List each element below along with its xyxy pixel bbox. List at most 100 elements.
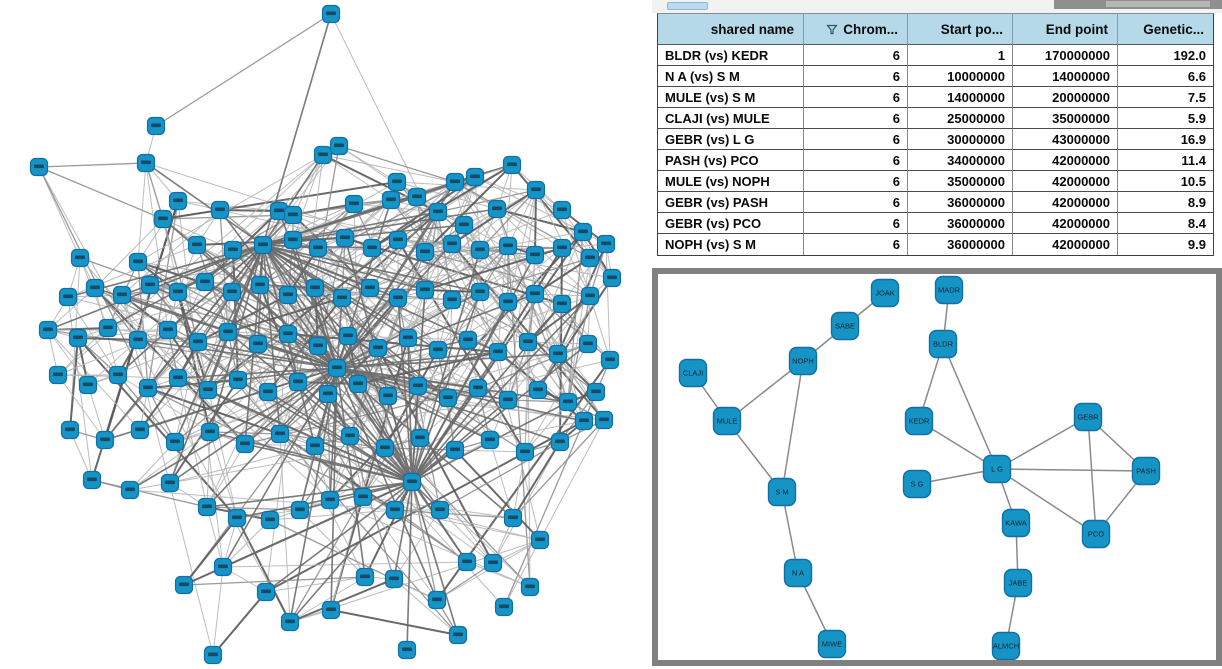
- node-label-smudge: [151, 123, 161, 128]
- table-row[interactable]: MULE (vs) S M 6 14000000 20000000 7.5: [658, 87, 1213, 108]
- network-edge: [117, 244, 264, 376]
- network-edge: [67, 296, 119, 376]
- node-label-smudge: [141, 160, 151, 165]
- node-label-smudge: [392, 179, 402, 184]
- node-label-smudge: [492, 206, 502, 211]
- network-edge: [477, 343, 589, 389]
- network-edge: [407, 337, 413, 483]
- table-row[interactable]: N A (vs) S M 6 10000000 14000000 6.6: [658, 66, 1213, 87]
- network-edge: [207, 367, 338, 391]
- node-sabe[interactable]: SABE: [830, 311, 860, 341]
- table-row[interactable]: NOPH (vs) S M 6 36000000 42000000 9.9: [658, 234, 1213, 255]
- table-row[interactable]: GEBR (vs) PASH 6 36000000 42000000 8.9: [658, 192, 1213, 213]
- table-row[interactable]: PASH (vs) PCO 6 34000000 42000000 11.4: [658, 150, 1213, 171]
- table-row[interactable]: BLDR (vs) KEDR 6 1 170000000 192.0: [658, 45, 1213, 66]
- node-shape: [712, 406, 742, 436]
- table-row[interactable]: GEBR (vs) PCO 6 36000000 42000000 8.4: [658, 213, 1213, 234]
- table-row[interactable]: GEBR (vs) L G 6 30000000 43000000 16.9: [658, 129, 1213, 150]
- table-row[interactable]: MULE (vs) NOPH 6 35000000 42000000 10.5: [658, 171, 1213, 192]
- network-edge: [177, 377, 208, 508]
- node-shape: [902, 469, 932, 499]
- column-header-shared-name[interactable]: shared name: [658, 14, 804, 45]
- network-edge: [207, 345, 319, 391]
- network-edge: [474, 176, 563, 211]
- network-edge: [177, 244, 264, 379]
- network-edge: [155, 13, 332, 127]
- node-label-smudge: [170, 439, 180, 444]
- network-overview-panel[interactable]: [0, 0, 652, 669]
- table-tab-fragment[interactable]: [667, 2, 708, 10]
- network-edge: [265, 481, 413, 593]
- node-label-smudge: [240, 441, 250, 446]
- network-edge: [534, 257, 591, 295]
- node-label-smudge: [334, 143, 344, 148]
- node-label-smudge: [218, 564, 228, 569]
- node-label-smudge: [83, 382, 93, 387]
- node-gebr[interactable]: GEBR: [1073, 402, 1103, 432]
- column-header-chrom-[interactable]: Chrom...: [804, 14, 908, 45]
- network-edge: [149, 284, 259, 345]
- node-claji[interactable]: CLAJI: [678, 358, 708, 388]
- network-edge: [183, 576, 366, 586]
- network-edge: [387, 395, 413, 483]
- horizontal-scrollbar[interactable]: [1054, 0, 1222, 9]
- node-jabe[interactable]: JABE: [1003, 568, 1033, 598]
- cell-value: 35000000: [908, 171, 1013, 192]
- node-madr[interactable]: MADR: [934, 275, 964, 305]
- node-label-smudge: [531, 187, 541, 192]
- network-edge: [411, 343, 589, 483]
- network-edge: [174, 287, 371, 443]
- network-edge: [38, 166, 164, 220]
- network-edge: [236, 517, 291, 623]
- node-miwe[interactable]: MIWE: [817, 629, 847, 659]
- node-label-smudge: [358, 494, 368, 499]
- network-edge: [411, 481, 468, 563]
- cell-value: 16.9: [1118, 129, 1213, 150]
- node-label-smudge: [353, 381, 363, 386]
- node-label-smudge: [503, 243, 513, 248]
- table-row[interactable]: CLAJI (vs) MULE 6 25000000 35000000 5.9: [658, 108, 1213, 129]
- node-label-smudge: [475, 247, 485, 252]
- node-kedr[interactable]: KEDR: [904, 406, 934, 436]
- node-pash[interactable]: PASH: [1131, 456, 1161, 486]
- network-edge: [411, 481, 459, 636]
- subnetwork-panel[interactable]: JOAK MADR SABE BLDR NOPH CLAJI KEDR GEBR MULE L G…: [652, 268, 1222, 666]
- network-edge: [394, 509, 514, 519]
- node-bldr[interactable]: BLDR: [928, 329, 958, 359]
- node-s-g[interactable]: S G: [902, 469, 932, 499]
- network-edge: [467, 339, 509, 401]
- node-almch[interactable]: ALMCH: [991, 631, 1021, 660]
- node-kawa[interactable]: KAWA: [1001, 508, 1031, 538]
- node-label-smudge: [380, 445, 390, 450]
- node-label-smudge: [75, 255, 85, 260]
- network-edge: [57, 329, 169, 376]
- network-edge: [314, 287, 338, 369]
- node-label-smudge: [313, 343, 323, 348]
- scrollbar-thumb[interactable]: [1106, 1, 1210, 7]
- node-label: KEDR: [909, 417, 930, 426]
- node-noph[interactable]: NOPH: [788, 346, 818, 376]
- node-label-smudge: [288, 237, 298, 242]
- network-edge: [357, 383, 413, 483]
- network-edge: [996, 416, 1089, 470]
- column-header-genetic-[interactable]: Genetic...: [1118, 14, 1213, 45]
- column-header-start-po-[interactable]: Start po...: [908, 14, 1013, 45]
- column-header-label: End point: [1045, 21, 1108, 37]
- node-label-smudge: [485, 437, 495, 442]
- node-label-smudge: [555, 439, 565, 444]
- right-column: shared name Chrom... Start po... End point G…: [652, 0, 1222, 669]
- node-l-g[interactable]: L G: [982, 454, 1012, 484]
- node-joak[interactable]: JOAK: [870, 278, 900, 308]
- node-label-smudge: [507, 162, 517, 167]
- node-shape: [870, 278, 900, 308]
- node-pco[interactable]: PCO: [1081, 519, 1111, 549]
- node-label: CLAJI: [683, 369, 703, 378]
- node-label-smudge: [508, 515, 518, 520]
- node-label-smudge: [343, 333, 353, 338]
- node-mule[interactable]: MULE: [712, 406, 742, 436]
- column-header-end-point[interactable]: End point: [1013, 14, 1118, 45]
- node-s-m[interactable]: S M: [767, 477, 797, 507]
- node-label-smudge: [583, 341, 593, 346]
- network-edge: [209, 244, 264, 433]
- node-n-a[interactable]: N A: [783, 558, 813, 588]
